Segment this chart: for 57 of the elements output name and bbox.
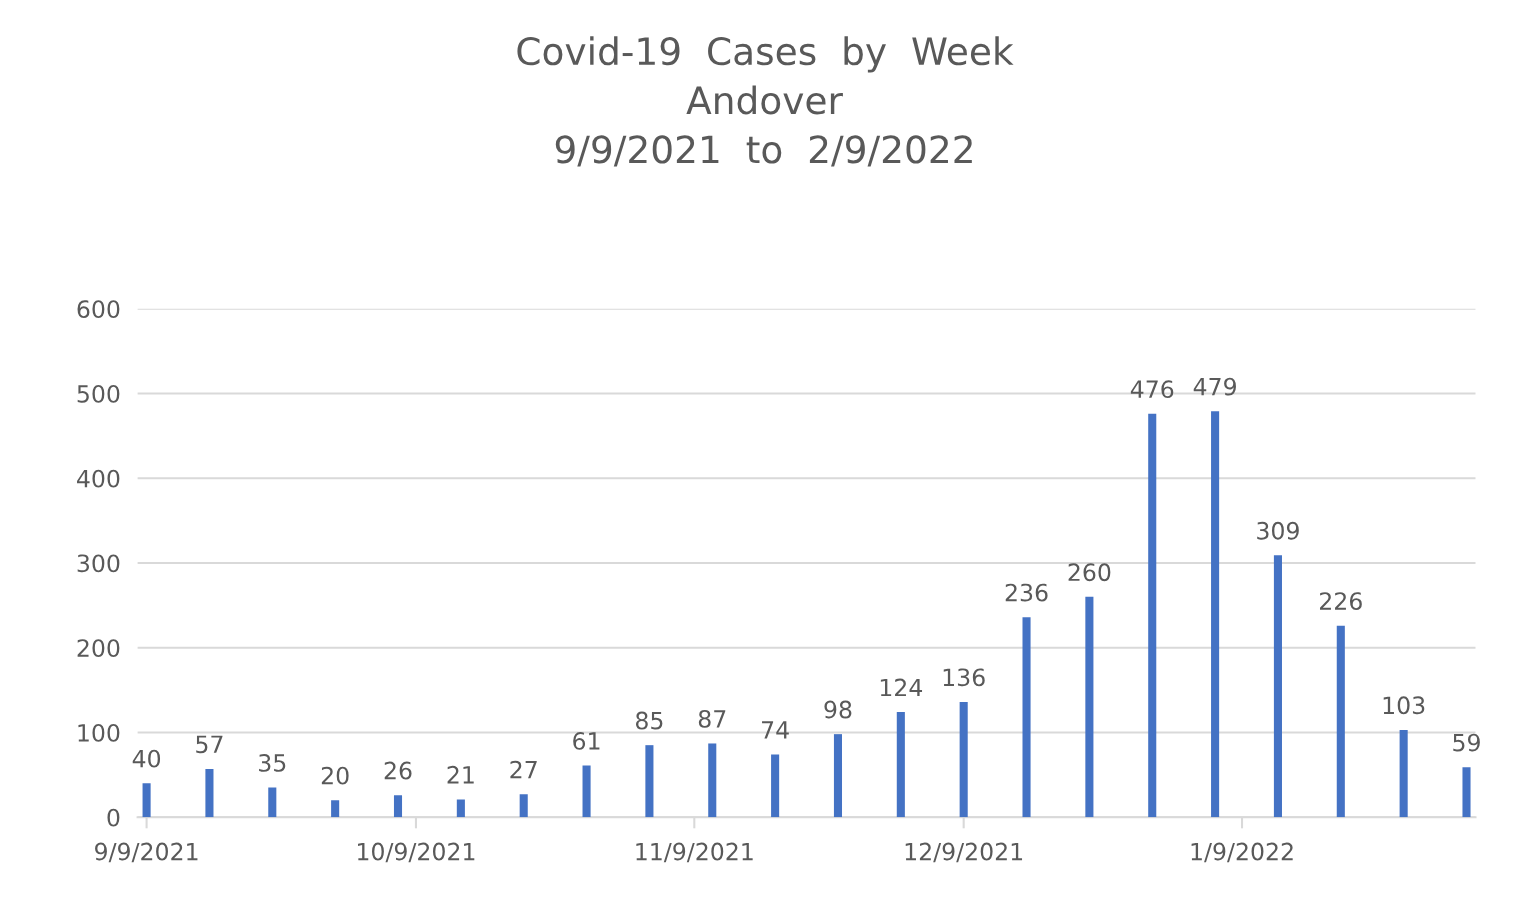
- bar: [1085, 596, 1094, 818]
- bar: [1211, 411, 1220, 818]
- data-label: 87: [698, 709, 726, 728]
- bar: [268, 787, 277, 818]
- bar: [456, 799, 465, 818]
- data-label: 57: [196, 735, 223, 754]
- data-label: 27: [510, 760, 537, 779]
- bar: [771, 754, 780, 818]
- bar: [142, 783, 151, 818]
- data-label: 59: [1453, 733, 1480, 752]
- bar: [393, 795, 403, 818]
- y-tick-label: 600: [77, 300, 120, 319]
- y-tick-label: 400: [77, 469, 120, 488]
- data-label: 85: [635, 711, 663, 730]
- data-label: 40: [132, 749, 161, 768]
- data-label: 260: [1068, 563, 1111, 582]
- data-label: 236: [1005, 583, 1048, 602]
- data-label: 103: [1383, 696, 1425, 715]
- bar: [959, 701, 968, 818]
- data-label: 26: [384, 761, 412, 780]
- bar: [896, 712, 905, 818]
- bar: [645, 745, 654, 818]
- bar: [708, 743, 717, 818]
- data-label: 226: [1320, 592, 1362, 610]
- data-label: 479: [1193, 377, 1236, 396]
- data-label: 124: [880, 678, 923, 697]
- bar: [331, 800, 340, 818]
- bar: [1336, 625, 1345, 818]
- bar: [519, 794, 528, 818]
- y-tick-label: 0: [107, 808, 120, 827]
- data-label: 74: [762, 721, 789, 739]
- data-label: 476: [1130, 380, 1174, 399]
- data-label: 21: [447, 765, 474, 784]
- x-tick-label: 10/9/2021: [358, 842, 475, 863]
- data-label: 136: [943, 668, 985, 687]
- bar: [1273, 555, 1282, 818]
- y-tick-label: 500: [77, 384, 120, 403]
- bar: [1399, 729, 1408, 818]
- y-tick-label: 300: [77, 554, 120, 573]
- x-tick-label: 12/9/2021: [905, 842, 1023, 863]
- bar: [205, 768, 214, 818]
- x-tick-label: 11/9/2021: [636, 842, 753, 863]
- y-tick-label: 100: [78, 723, 120, 742]
- x-tick-label: 1/9/2022: [1191, 842, 1293, 863]
- y-tick-label: 200: [77, 639, 120, 658]
- x-tick-label: 9/9/2021: [95, 842, 198, 863]
- bar: [1022, 617, 1031, 818]
- bar: [833, 734, 843, 818]
- bar: [582, 765, 591, 818]
- data-label: 309: [1257, 521, 1299, 540]
- bar: [1148, 413, 1157, 818]
- bar: [1462, 767, 1471, 818]
- data-label: 98: [824, 700, 852, 719]
- data-label: 20: [321, 766, 349, 785]
- data-label: 61: [573, 731, 600, 750]
- chart-title: Covid-19 Cases by Week Andover 9/9/2021 to 2/9/2022: [517, 36, 1014, 167]
- data-label: 35: [259, 753, 286, 772]
